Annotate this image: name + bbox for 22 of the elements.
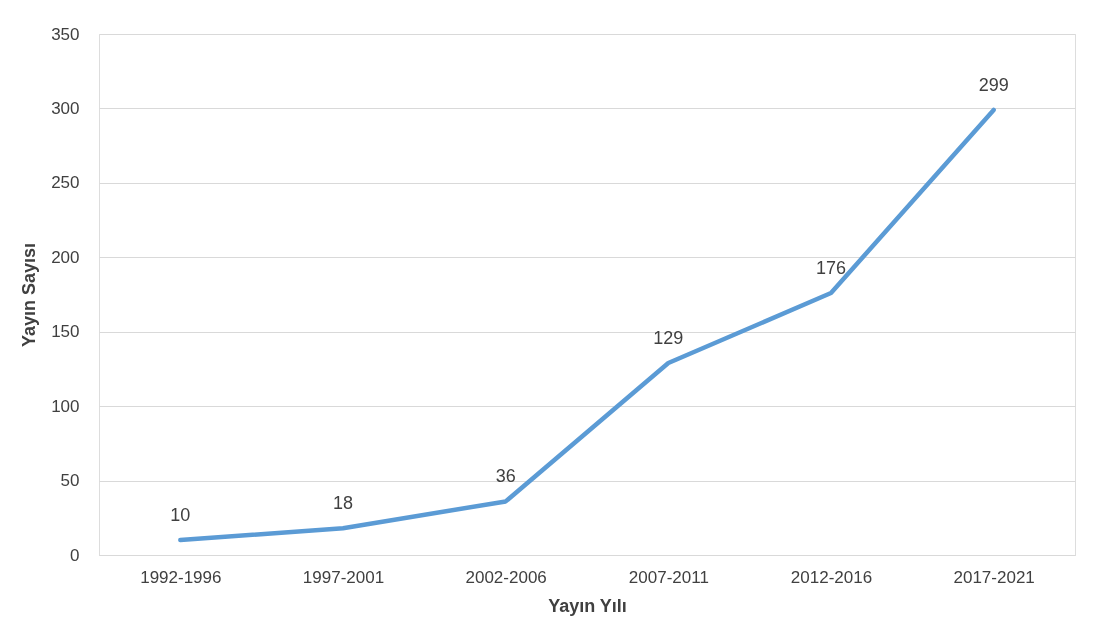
data-label: 129 <box>653 327 684 348</box>
y-tick-label: 0 <box>70 545 80 565</box>
y-tick-label: 100 <box>51 396 80 416</box>
y-tick-label: 300 <box>51 98 80 118</box>
x-tick-label: 2002-2006 <box>465 567 547 587</box>
data-label: 36 <box>495 466 516 487</box>
x-tick-label: 2007-2011 <box>628 567 709 587</box>
y-tick-label: 50 <box>60 471 80 491</box>
x-axis-title: Yayın Yılı <box>548 595 627 616</box>
y-axis-title: Yayın Sayısı <box>19 242 40 348</box>
x-tick-label: 2012-2016 <box>790 567 873 587</box>
y-tick-label: 350 <box>51 24 80 44</box>
x-tick-label: 2017-2021 <box>953 567 1035 587</box>
data-label: 176 <box>815 258 847 279</box>
data-label: 299 <box>978 74 1009 95</box>
x-tick-label: 1997-2001 <box>302 567 385 587</box>
x-tick-label: 1992-1996 <box>140 567 222 587</box>
y-tick-label: 150 <box>51 322 80 342</box>
data-label: 18 <box>332 493 354 514</box>
y-tick-label: 200 <box>51 247 80 267</box>
data-label: 10 <box>170 505 191 526</box>
y-tick-label: 250 <box>51 173 80 193</box>
